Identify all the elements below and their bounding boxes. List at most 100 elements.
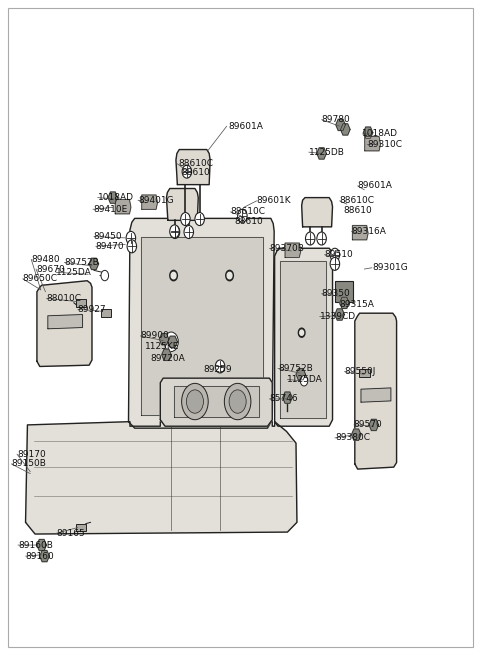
Circle shape [216, 360, 225, 373]
Polygon shape [162, 349, 171, 360]
Polygon shape [174, 386, 259, 417]
Polygon shape [280, 261, 326, 419]
Polygon shape [176, 149, 210, 185]
Circle shape [238, 210, 247, 222]
Text: 88610C: 88610C [230, 208, 265, 216]
Circle shape [101, 271, 108, 281]
Polygon shape [296, 369, 305, 380]
Text: 89670: 89670 [36, 265, 65, 274]
Text: 85746: 85746 [269, 394, 298, 403]
Text: 1339CD: 1339CD [320, 312, 356, 321]
Text: 89900: 89900 [140, 331, 169, 341]
Circle shape [299, 328, 305, 337]
Text: 89259: 89259 [203, 365, 232, 374]
Text: 89752B: 89752B [278, 364, 312, 373]
Polygon shape [142, 195, 157, 210]
Bar [335, 281, 353, 301]
Polygon shape [141, 236, 263, 415]
Polygon shape [129, 218, 274, 428]
Text: 89601A: 89601A [358, 181, 393, 191]
Bar [76, 299, 86, 307]
Polygon shape [363, 127, 373, 138]
Text: 89480: 89480 [31, 255, 60, 264]
Circle shape [227, 272, 232, 279]
Circle shape [300, 330, 303, 335]
Polygon shape [317, 148, 326, 159]
Polygon shape [40, 550, 49, 562]
Text: 89470: 89470 [96, 242, 124, 251]
Circle shape [126, 231, 136, 244]
Polygon shape [48, 314, 83, 329]
Polygon shape [160, 378, 272, 426]
Text: 89570: 89570 [354, 421, 383, 430]
Bar [359, 369, 370, 377]
Circle shape [181, 383, 208, 420]
Circle shape [330, 257, 340, 271]
Circle shape [330, 248, 340, 261]
Circle shape [229, 390, 246, 413]
Text: 1125DB: 1125DB [309, 147, 345, 157]
Text: 89160B: 89160B [18, 540, 53, 550]
Bar [101, 309, 111, 317]
Circle shape [305, 232, 315, 245]
Polygon shape [340, 297, 349, 309]
Text: 89380C: 89380C [335, 434, 370, 442]
Circle shape [180, 213, 190, 225]
Text: 89450: 89450 [94, 232, 122, 241]
Polygon shape [37, 540, 47, 551]
Polygon shape [283, 392, 292, 403]
Text: 88610: 88610 [343, 206, 372, 215]
Text: 89550J: 89550J [344, 367, 376, 376]
Polygon shape [341, 124, 350, 135]
Text: 89170: 89170 [17, 449, 46, 458]
Circle shape [182, 165, 192, 178]
Text: 89160: 89160 [25, 552, 54, 561]
Text: 89310C: 89310C [367, 140, 402, 149]
Polygon shape [25, 422, 297, 534]
Polygon shape [351, 429, 361, 440]
Text: 89165: 89165 [56, 529, 84, 538]
Circle shape [127, 240, 137, 253]
Circle shape [170, 225, 180, 238]
Polygon shape [115, 200, 131, 214]
Polygon shape [285, 243, 301, 257]
Bar [76, 523, 86, 531]
Text: 1018AD: 1018AD [362, 130, 398, 138]
Polygon shape [369, 419, 379, 430]
Text: 89350: 89350 [322, 290, 350, 298]
Text: 89315A: 89315A [340, 300, 374, 309]
Text: 89301G: 89301G [372, 263, 408, 272]
Text: 88610: 88610 [181, 168, 210, 178]
Text: 88010C: 88010C [47, 294, 82, 303]
Text: 89720A: 89720A [151, 354, 186, 362]
Polygon shape [108, 192, 118, 203]
Polygon shape [335, 309, 344, 320]
Text: 89780: 89780 [322, 115, 350, 124]
Circle shape [164, 332, 179, 352]
Text: 89601K: 89601K [257, 196, 291, 206]
Polygon shape [89, 258, 98, 269]
Polygon shape [275, 248, 333, 426]
Circle shape [184, 225, 193, 238]
Text: 89410E: 89410E [93, 205, 127, 214]
Text: 88610C: 88610C [179, 159, 213, 168]
Text: 89601A: 89601A [228, 122, 263, 130]
Circle shape [224, 383, 251, 420]
Text: 1125DA: 1125DA [56, 268, 92, 277]
Circle shape [226, 271, 233, 281]
Text: 88610: 88610 [234, 217, 263, 226]
Circle shape [186, 390, 204, 413]
Polygon shape [355, 313, 396, 469]
Circle shape [170, 271, 178, 281]
Polygon shape [361, 388, 391, 402]
Text: 88610C: 88610C [340, 196, 374, 206]
Circle shape [195, 213, 204, 225]
Text: 1125KE: 1125KE [145, 343, 180, 352]
Text: 89650C: 89650C [23, 274, 58, 284]
Circle shape [317, 232, 326, 245]
Polygon shape [365, 136, 381, 151]
Text: 89150B: 89150B [12, 459, 46, 468]
Polygon shape [37, 281, 92, 366]
Text: 89752B: 89752B [64, 258, 99, 267]
Text: 89370B: 89370B [269, 244, 304, 253]
